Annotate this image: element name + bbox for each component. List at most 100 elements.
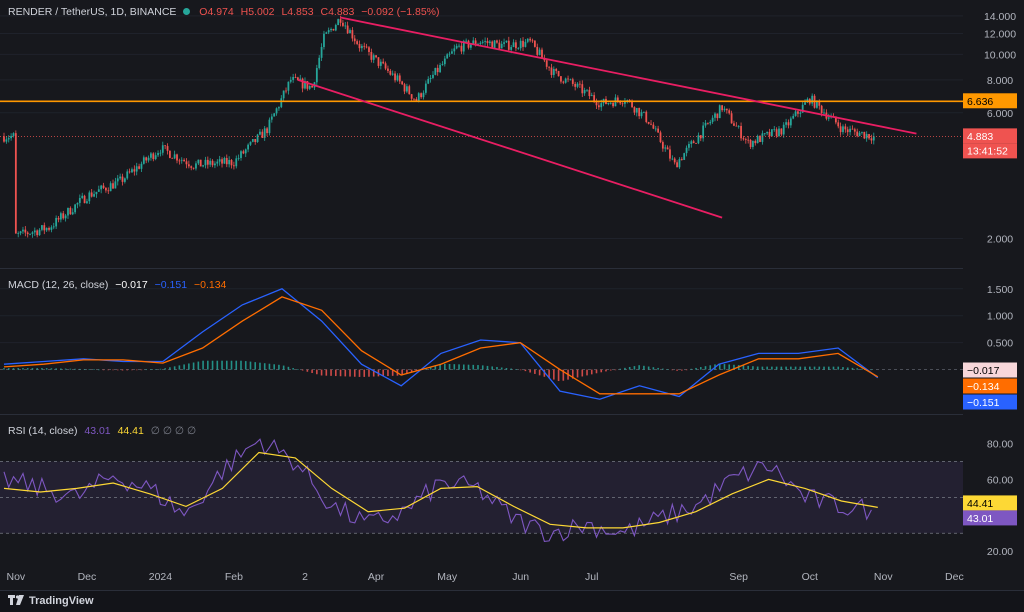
candle-body xyxy=(851,128,854,130)
macd-histogram-bar xyxy=(363,369,366,377)
candle-body xyxy=(123,178,126,182)
candle-body xyxy=(131,169,133,173)
macd-histogram-bar xyxy=(263,363,266,370)
macd-histogram-bar xyxy=(500,367,503,370)
candle-body xyxy=(240,151,242,158)
macd-histogram-bar xyxy=(818,366,821,370)
candle-body xyxy=(375,55,377,58)
candle-body xyxy=(48,227,50,230)
macd-histogram-bar xyxy=(643,365,645,370)
macd-histogram-bar xyxy=(126,369,129,371)
macd-histogram-bar xyxy=(12,368,15,370)
candle-body xyxy=(752,140,754,147)
candle-body xyxy=(638,108,641,117)
candle-body xyxy=(22,229,24,232)
macd-histogram-bar xyxy=(690,368,693,370)
macd-histogram-bar xyxy=(851,367,854,370)
open-value: O4.974 xyxy=(199,6,234,18)
candle-body xyxy=(278,107,280,109)
candle-body xyxy=(498,42,501,49)
candle-body xyxy=(154,155,157,160)
macd-histogram-bar xyxy=(832,366,835,370)
candle-body xyxy=(90,192,93,197)
candle-body xyxy=(273,113,276,117)
macd-histogram-bar xyxy=(467,364,470,370)
candle-body xyxy=(190,166,193,168)
macd-histogram-bar xyxy=(22,368,24,370)
macd-histogram-bar xyxy=(207,360,209,370)
macd-histogram-bar xyxy=(301,369,304,371)
candle-body xyxy=(24,229,27,233)
candle-body xyxy=(232,165,235,167)
candle-body xyxy=(723,108,726,111)
candle-body xyxy=(557,70,560,77)
candle-body xyxy=(529,38,532,41)
pane-separator[interactable] xyxy=(0,268,963,269)
candle-body xyxy=(358,43,361,49)
macd-label[interactable]: MACD (12, 26, close) xyxy=(8,279,109,291)
pane-separator[interactable] xyxy=(0,414,963,415)
price-header: RENDER / TetherUS, 1D, BINANCE O4.974 H5… xyxy=(8,6,444,18)
candle-body xyxy=(159,152,162,154)
macd-histogram-bar xyxy=(349,369,351,377)
candle-body xyxy=(164,145,167,147)
candle-body xyxy=(818,100,821,106)
price-pane[interactable] xyxy=(0,0,963,268)
tradingview-logo[interactable]: TradingView xyxy=(8,595,94,607)
macd-value-hist: −0.017 xyxy=(115,279,148,291)
candle-body xyxy=(785,122,787,125)
candle-body xyxy=(560,76,562,82)
candle-body xyxy=(55,217,58,227)
candle-body xyxy=(782,124,785,135)
candle-body xyxy=(789,118,792,126)
rsi-pane[interactable] xyxy=(0,416,963,566)
macd-histogram-bar xyxy=(316,369,318,375)
macd-histogram-bar xyxy=(472,364,475,370)
candle-body xyxy=(185,161,188,165)
rsi-line xyxy=(3,438,872,542)
macd-histogram-bar xyxy=(240,360,242,370)
macd-histogram-bar xyxy=(856,368,858,370)
candle-body xyxy=(526,38,529,42)
rsi-label[interactable]: RSI (14, close) xyxy=(8,425,78,437)
candle-body xyxy=(7,138,10,140)
rsi-value: 43.01 xyxy=(84,425,111,437)
macd-histogram-bar xyxy=(297,369,299,370)
macd-histogram-bar xyxy=(74,368,76,370)
macd-signal-tag-bg xyxy=(963,378,1017,394)
candle-body xyxy=(631,100,633,108)
candle-body xyxy=(410,94,413,99)
candle-body xyxy=(728,110,731,114)
macd-histogram-bar xyxy=(685,369,688,371)
macd-histogram-bar xyxy=(605,369,607,372)
price-axis-label: 10.000 xyxy=(984,49,1016,61)
candle-body xyxy=(26,232,29,235)
candle-body xyxy=(157,152,159,156)
symbol-label[interactable]: RENDER / TetherUS, 1D, BINANCE xyxy=(8,6,177,18)
macd-histogram-bar xyxy=(709,365,712,370)
candle-body xyxy=(209,160,212,165)
candle-body xyxy=(19,231,22,234)
candle-body xyxy=(351,30,354,39)
time-axis-label: Apr xyxy=(368,571,385,583)
macd-histogram-bar xyxy=(671,369,674,371)
time-axis-label: Oct xyxy=(802,571,818,583)
rsi-value-tag-bg xyxy=(963,510,1017,526)
candle-body xyxy=(216,161,219,164)
rsi-empty-values: ∅ ∅ ∅ ∅ xyxy=(150,425,197,437)
macd-histogram-bar xyxy=(188,363,190,370)
candle-body xyxy=(500,43,503,49)
candle-body xyxy=(429,77,432,79)
candle-body xyxy=(531,40,534,42)
candle-body xyxy=(503,42,505,44)
macd-histogram-bar xyxy=(728,364,731,370)
macd-pane[interactable] xyxy=(0,270,963,414)
candle-body xyxy=(652,124,655,129)
macd-histogram-bar xyxy=(31,368,34,370)
candle-body xyxy=(794,111,797,116)
candle-body xyxy=(436,67,439,73)
candle-body xyxy=(811,95,814,104)
candle-body xyxy=(244,149,247,154)
candle-body xyxy=(45,227,48,231)
candle-body xyxy=(195,163,197,169)
